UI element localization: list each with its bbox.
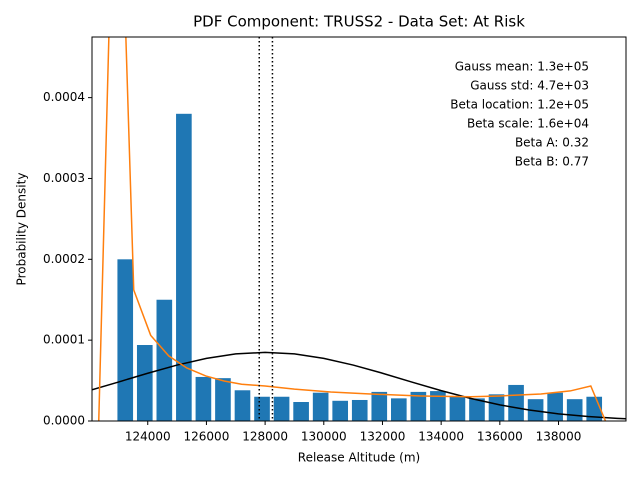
bar bbox=[390, 398, 407, 421]
x-tick-label: 130000 bbox=[301, 430, 347, 444]
bar bbox=[312, 392, 329, 421]
bar bbox=[430, 391, 446, 421]
bar bbox=[371, 391, 388, 421]
annotation: Beta scale: 1.6e+04 bbox=[467, 117, 589, 131]
bar bbox=[176, 113, 192, 421]
x-tick-label: 132000 bbox=[360, 430, 406, 444]
y-tick-label: 0.0003 bbox=[43, 171, 85, 185]
x-tick-label: 136000 bbox=[477, 430, 523, 444]
bar bbox=[449, 396, 466, 421]
bar bbox=[527, 399, 544, 421]
bar bbox=[273, 396, 290, 421]
bar bbox=[156, 299, 173, 421]
bar bbox=[254, 396, 270, 421]
annotation: Gauss std: 4.7e+03 bbox=[470, 79, 589, 93]
annotation: Beta A: 0.32 bbox=[515, 136, 589, 150]
y-tick-label: 0.0001 bbox=[43, 333, 85, 347]
bar bbox=[136, 345, 153, 421]
bar bbox=[293, 402, 309, 421]
bar bbox=[410, 391, 427, 421]
bar bbox=[469, 398, 485, 421]
annotation: Gauss mean: 1.3e+05 bbox=[455, 60, 589, 74]
y-axis-label: Probability Density bbox=[15, 173, 29, 286]
bar bbox=[508, 384, 524, 421]
x-tick-label: 126000 bbox=[184, 430, 230, 444]
bar bbox=[547, 392, 563, 421]
curve bbox=[97, 37, 607, 421]
annotation: Beta B: 0.77 bbox=[515, 155, 589, 169]
plot-area bbox=[92, 37, 626, 421]
bar bbox=[351, 399, 368, 421]
bar bbox=[195, 376, 212, 421]
annotation: Beta location: 1.2e+05 bbox=[450, 98, 589, 112]
x-tick-label: 128000 bbox=[242, 430, 288, 444]
bar bbox=[488, 394, 505, 421]
x-tick-label: 138000 bbox=[536, 430, 582, 444]
x-axis-label: Release Altitude (m) bbox=[298, 451, 420, 465]
bar bbox=[234, 390, 251, 421]
bar bbox=[117, 259, 134, 421]
bar bbox=[215, 378, 231, 421]
x-tick-label: 134000 bbox=[418, 430, 464, 444]
bar bbox=[566, 399, 583, 421]
y-tick-label: 0.0004 bbox=[43, 90, 85, 104]
chart-title: PDF Component: TRUSS2 - Data Set: At Ris… bbox=[193, 13, 525, 31]
x-tick-label: 124000 bbox=[125, 430, 171, 444]
y-tick-label: 0.0002 bbox=[43, 252, 85, 266]
axes-frame bbox=[91, 36, 627, 422]
y-tick-label: 0.0000 bbox=[43, 414, 85, 428]
bar bbox=[332, 400, 349, 421]
